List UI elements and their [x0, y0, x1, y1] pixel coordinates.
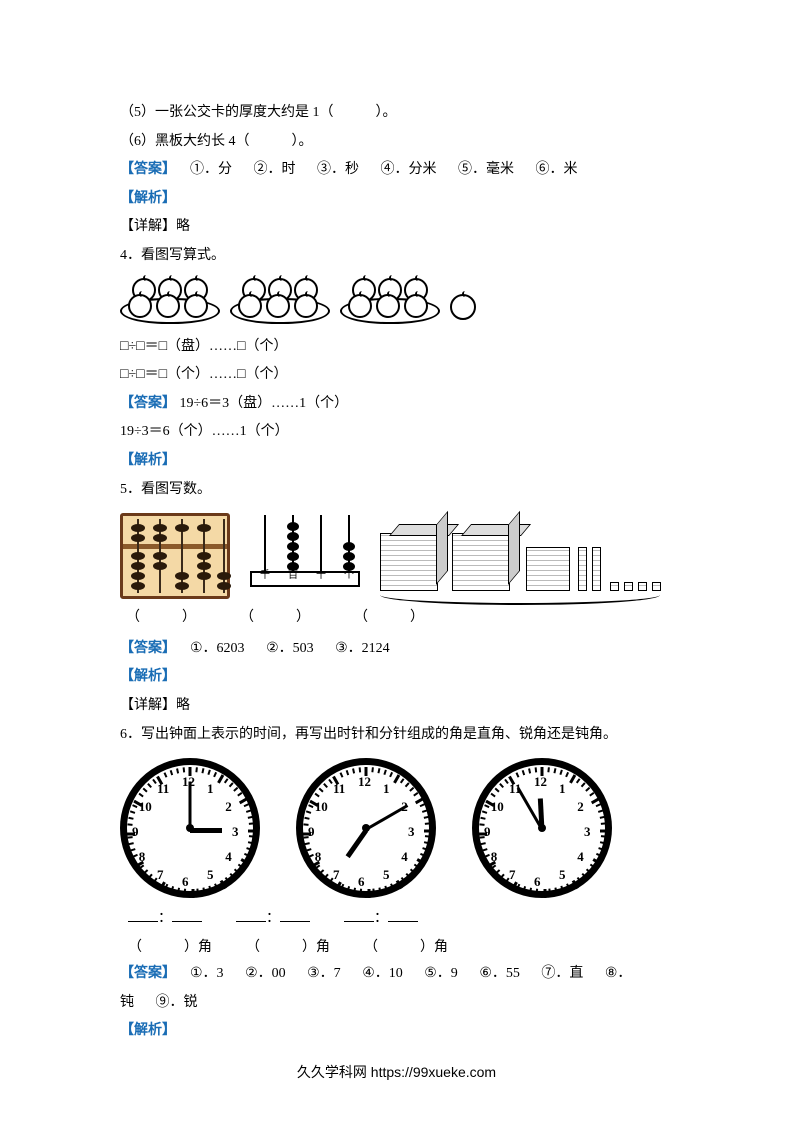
q4-eq2: □÷□＝□（个）……□（个）	[120, 362, 673, 389]
answer-4-row: 【答案】 19÷6＝3（盘）……1（个）	[120, 391, 673, 418]
clock-1: 123456789101112	[120, 758, 260, 898]
explain-label-4: 【解析】	[120, 453, 176, 468]
ans3-2: ②．时	[254, 162, 296, 177]
ans3-6: ⑥．米	[536, 162, 578, 177]
clock-2: 123456789101112	[296, 758, 436, 898]
ans6-2: ②．00	[245, 966, 286, 981]
time-blank-2: ：	[236, 906, 310, 933]
counter-label-s: 十	[316, 566, 326, 585]
number-figures: 千 百 十 个	[120, 513, 673, 599]
ans3-5: ⑤．毫米	[458, 162, 514, 177]
detail-5: 【详解】略	[120, 693, 673, 720]
answer-label-6: 【答案】	[120, 966, 176, 981]
ans6-1: ①．3	[190, 966, 224, 981]
ans6-5: ⑤．9	[424, 966, 458, 981]
answer-label-4: 【答案】	[120, 396, 176, 411]
ans3-1: ①．分	[190, 162, 232, 177]
time-blank-1: ：	[128, 906, 202, 933]
single-apple	[450, 294, 476, 320]
answer-6-row: 【答案】 ①．3 ②．00 ③．7 ④．10 ⑤．9 ⑥．55 ⑦．直 ⑧．	[120, 961, 673, 988]
paren-3: （ ）	[354, 605, 424, 632]
plate-1	[120, 276, 220, 324]
page-footer: 久久学科网 https://99xueke.com	[0, 1059, 793, 1086]
ans6-8: ⑧．	[605, 966, 632, 981]
q4-ans1: 19÷6＝3（盘）……1（个）	[180, 396, 349, 411]
question-4-title: 4．看图写算式。	[120, 243, 673, 270]
ans6-4: ④．10	[362, 966, 403, 981]
ans5-3: ③．2124	[335, 641, 390, 656]
plate-2	[230, 276, 330, 324]
q4-eq1: □÷□＝□（盘）……□（个）	[120, 334, 673, 361]
angle-blank-1: （ ）角	[128, 935, 212, 962]
angle-blank-3: （ ）角	[364, 935, 448, 962]
ans6-7: ⑦．直	[541, 966, 583, 981]
question-5-title: 5．看图写数。	[120, 477, 673, 504]
paren-row: （ ） （ ） （ ）	[120, 605, 673, 632]
counter-label-g: 个	[344, 566, 354, 585]
ans3-3: ③．秒	[317, 162, 359, 177]
base-ten-blocks	[380, 513, 670, 599]
counter-label-b: 百	[288, 566, 298, 585]
abacus-chinese	[120, 513, 230, 599]
paren-1: （ ）	[126, 605, 196, 632]
place-value-counter: 千 百 十 个	[250, 513, 360, 599]
answer-3-row: 【答案】 ①．分 ②．时 ③．秒 ④．分米 ⑤．毫米 ⑥．米	[120, 157, 673, 184]
ans6-3: ③．7	[307, 966, 341, 981]
detail-3: 【详解】略	[120, 214, 673, 241]
answer-6-row2: 钝 ⑨．锐	[120, 990, 673, 1017]
ans5-1: ①．6203	[190, 641, 245, 656]
ans6-6: ⑥．55	[479, 966, 520, 981]
question-5-text: （5）一张公交卡的厚度大约是 1（ ）。	[120, 100, 673, 127]
apples-figure	[120, 276, 673, 324]
ans3-4: ④．分米	[381, 162, 437, 177]
explain-label-5: 【解析】	[120, 669, 176, 684]
plate-3	[340, 276, 440, 324]
question-6-text: （6）黑板大约长 4（ ）。	[120, 129, 673, 156]
ans6-8b: 钝	[120, 995, 134, 1010]
angle-blank-2: （ ）角	[246, 935, 330, 962]
clock-3: 123456789101112	[472, 758, 612, 898]
q4-ans2: 19÷3＝6（个）……1（个）	[120, 419, 673, 446]
angle-blanks: （ ）角 （ ）角 （ ）角	[120, 935, 673, 962]
answer-5-row: 【答案】 ①．6203 ②．503 ③．2124	[120, 636, 673, 663]
answer-label: 【答案】	[120, 162, 176, 177]
time-blanks: ： ： ：	[120, 906, 673, 933]
counter-label-q: 千	[260, 566, 270, 585]
question-6-title: 6．写出钟面上表示的时间，再写出时针和分针组成的角是直角、锐角还是钝角。	[120, 722, 673, 749]
ans5-2: ②．503	[266, 641, 314, 656]
answer-label-5: 【答案】	[120, 641, 176, 656]
paren-2: （ ）	[240, 605, 310, 632]
time-blank-3: ：	[344, 906, 418, 933]
explain-label-3: 【解析】	[120, 191, 176, 206]
clocks-figure: 123456789101112 123456789101112 12345678…	[120, 758, 673, 898]
explain-label-6: 【解析】	[120, 1023, 176, 1038]
ans6-9: ⑨．锐	[156, 995, 198, 1010]
